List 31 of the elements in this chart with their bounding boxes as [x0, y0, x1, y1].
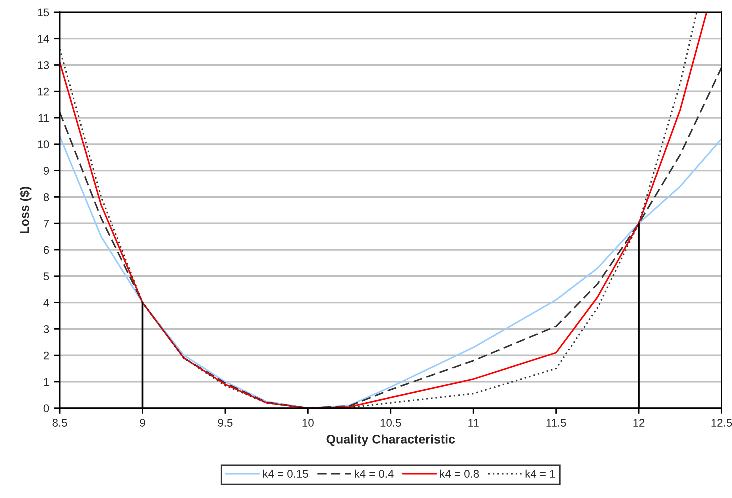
y-tick-label: 7: [44, 220, 50, 228]
x-tick-label: 12.5: [712, 419, 732, 427]
y-tick-label: 10: [38, 140, 50, 149]
y-tick-label: 14: [38, 35, 50, 43]
y-tick-label: 12: [38, 88, 50, 96]
y-tick-label: 11: [38, 114, 50, 122]
y-tick-label: 4: [44, 299, 50, 307]
legend-label: k4 = 0.4: [355, 470, 394, 478]
y-tick-label: 2: [44, 352, 50, 360]
y-tick-label: 9: [44, 167, 50, 175]
x-tick-label: 10: [302, 419, 314, 427]
y-tick-label: 8: [44, 193, 50, 202]
x-tick-label: 9: [140, 419, 146, 427]
x-tick-label: 12: [634, 419, 645, 427]
legend-label: k4 = 0.8: [440, 470, 480, 478]
x-tick-label: 9.5: [218, 419, 233, 427]
x-tick-label: 10.5: [380, 419, 402, 427]
y-tick-label: 6: [44, 246, 50, 254]
y-tick-label: 5: [44, 272, 50, 281]
y-tick-label: 13: [38, 62, 50, 70]
x-tick-label: 11.5: [546, 419, 566, 427]
y-tick-label: 3: [44, 325, 50, 334]
x-tick-label: 8.5: [52, 419, 68, 427]
y-tick-label: 0: [44, 404, 50, 412]
x-axis-title: Quality Characteristic: [326, 434, 456, 446]
y-tick-label: 15: [38, 8, 50, 17]
x-tick-label: 11: [468, 419, 479, 427]
legend-label: k4 = 0.15: [263, 470, 308, 478]
y-tick-label: 1: [44, 378, 50, 386]
legend-label: k4 = 1: [526, 470, 556, 478]
y-axis-title: Loss ($): [20, 187, 32, 234]
